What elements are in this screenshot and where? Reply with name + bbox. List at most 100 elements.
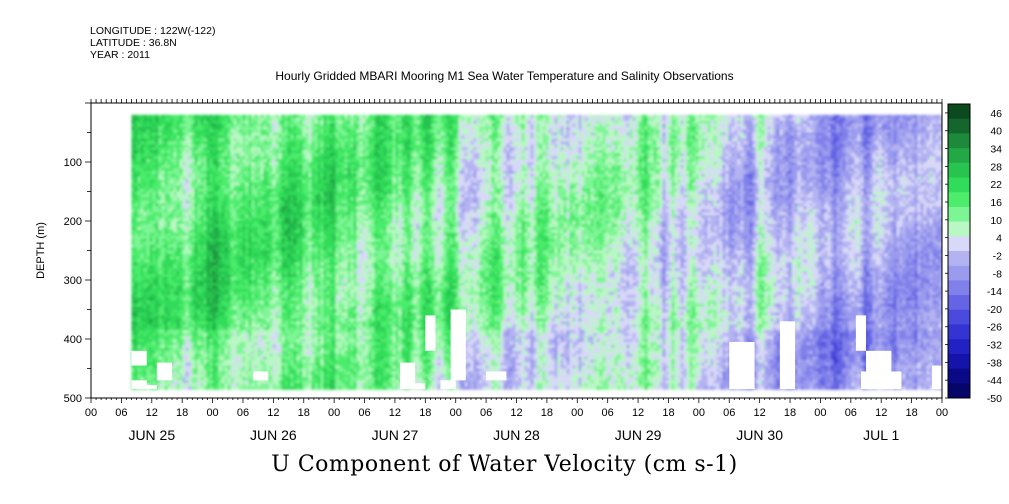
field-cell [233, 194, 238, 198]
field-cell [221, 297, 226, 302]
field-cell [209, 365, 214, 370]
field-cell [218, 241, 223, 246]
field-cell [167, 380, 172, 384]
field-cell [197, 191, 202, 196]
field-cell [167, 350, 172, 355]
field-cell [197, 315, 202, 319]
field-cell [152, 135, 157, 139]
field-cell [230, 256, 235, 260]
field-cell [191, 218, 196, 222]
field-cell [224, 282, 229, 287]
field-cell [176, 342, 181, 346]
field-cell [158, 315, 163, 319]
field-cell [197, 371, 202, 375]
field-cell [206, 218, 211, 222]
field-cell [233, 226, 238, 231]
field-cell [242, 280, 247, 284]
field-cell [179, 141, 184, 145]
field-cell [245, 170, 250, 175]
field-cell [158, 312, 163, 316]
field-cell [194, 238, 199, 243]
field-cell [131, 324, 136, 328]
field-cell [239, 120, 244, 125]
field-cell [164, 147, 169, 151]
field-cell [185, 312, 190, 316]
field-cell [212, 353, 217, 358]
field-cell [248, 312, 253, 316]
field-cell [134, 271, 139, 275]
field-cell [221, 312, 226, 316]
field-cell [134, 147, 139, 151]
field-cell [140, 147, 145, 151]
field-cell [134, 117, 139, 122]
field-cell [143, 235, 148, 240]
field-cell [164, 288, 169, 293]
field-cell [194, 259, 199, 263]
field-cell [206, 344, 211, 349]
field-cell [161, 380, 166, 384]
field-cell [221, 282, 226, 287]
field-cell [182, 336, 187, 340]
field-cell [161, 156, 166, 160]
field-cell [176, 324, 181, 328]
field-cell [188, 244, 193, 249]
field-cell [221, 339, 226, 343]
field-cell [164, 321, 169, 325]
field-cell [149, 321, 154, 325]
field-cell [227, 129, 232, 134]
field-cell [167, 170, 172, 175]
field-cell [254, 300, 259, 305]
field-cell [218, 256, 223, 260]
field-cell [158, 359, 163, 364]
field-cell [233, 359, 238, 364]
field-cell [197, 297, 202, 302]
field-cell [212, 288, 217, 293]
field-cell [194, 339, 199, 343]
field-cell [182, 339, 187, 343]
field-cell [158, 203, 163, 207]
field-cell [248, 197, 253, 201]
field-cell [236, 226, 241, 231]
field-cell [134, 256, 139, 260]
field-cell [179, 156, 184, 160]
field-cell [170, 321, 175, 325]
field-cell [230, 333, 235, 337]
field-cell [146, 274, 151, 278]
field-cell [182, 285, 187, 290]
field-cell [230, 209, 235, 213]
field-cell [245, 344, 250, 349]
field-cell [152, 164, 157, 169]
field-cell [179, 274, 184, 278]
field-cell [212, 285, 217, 290]
field-cell [209, 294, 214, 299]
field-cell [164, 386, 169, 390]
field-cell [251, 221, 256, 225]
field-cell [242, 282, 247, 287]
field-cell [212, 164, 217, 169]
field-cell [221, 294, 226, 299]
field-cell [167, 117, 172, 122]
field-cell [245, 356, 250, 361]
field-cell [203, 377, 208, 381]
field-cell [239, 265, 244, 269]
field-cell [188, 123, 193, 128]
field-cell [227, 162, 232, 166]
field-cell [233, 200, 238, 204]
field-cell [248, 164, 253, 169]
field-cell [152, 250, 157, 255]
field-cell [155, 138, 160, 142]
field-cell [224, 321, 229, 325]
field-cell [185, 371, 190, 375]
field-cell [212, 303, 217, 308]
field-cell [242, 277, 247, 281]
field-cell [191, 315, 196, 319]
field-cell [131, 167, 136, 172]
field-cell [185, 330, 190, 334]
field-cell [251, 277, 256, 281]
field-cell [242, 135, 247, 139]
field-cell [182, 218, 187, 222]
field-cell [173, 138, 178, 142]
field-cell [170, 138, 175, 142]
field-cell [212, 232, 217, 237]
field-cell [143, 342, 148, 346]
